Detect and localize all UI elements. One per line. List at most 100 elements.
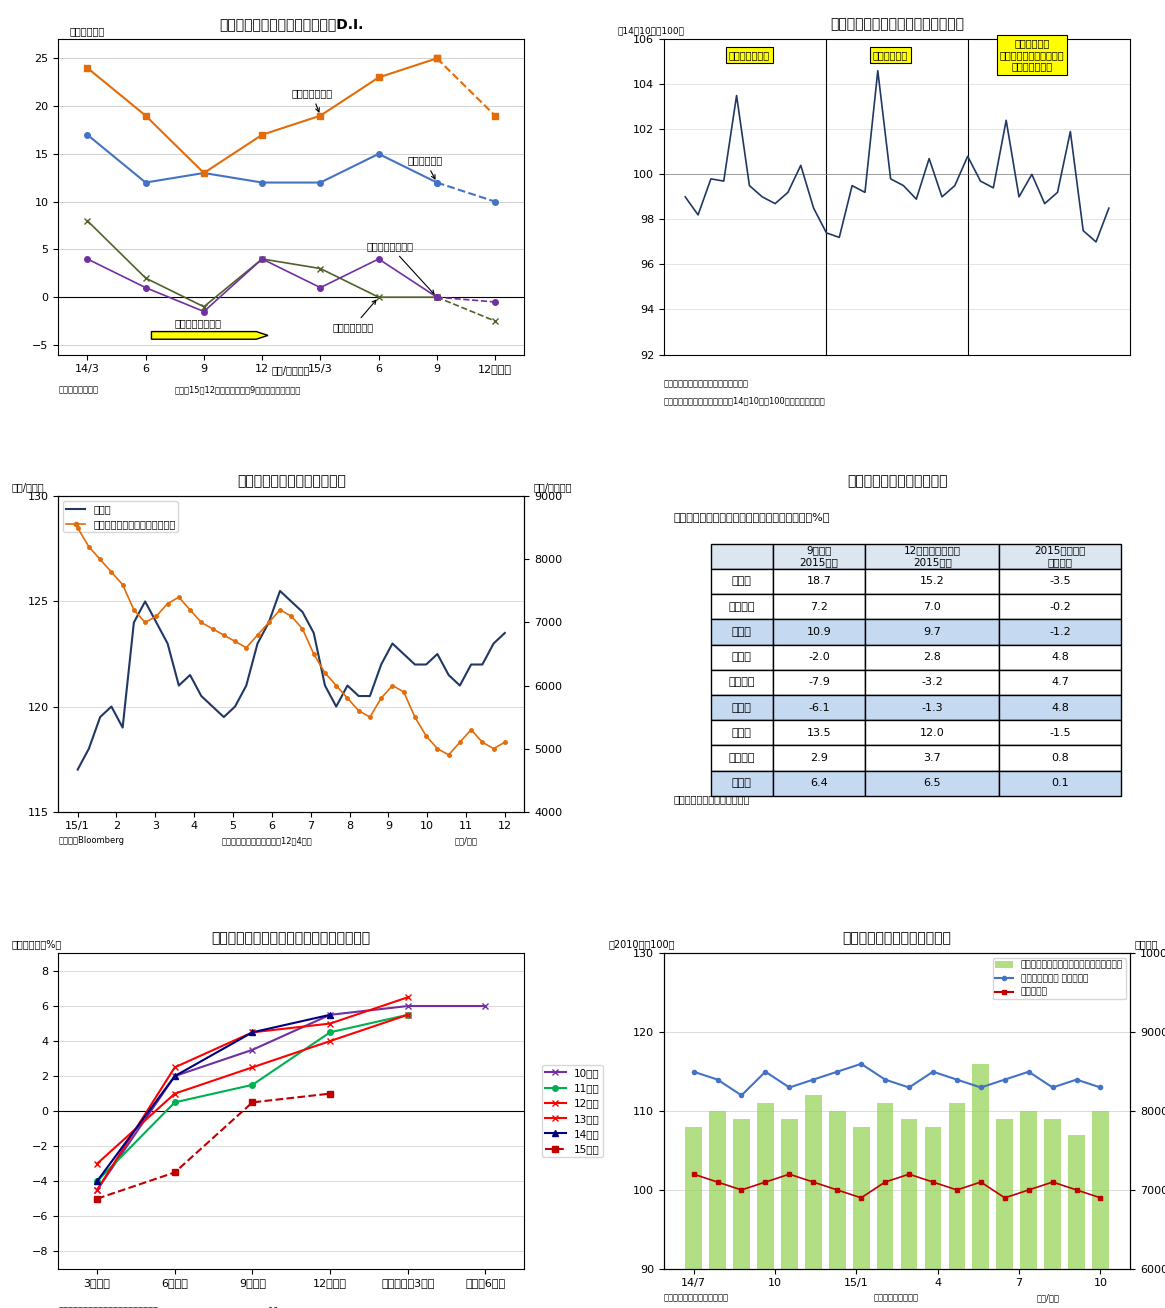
- ドル円: [352, 688, 366, 704]
- ドバイ原油（円換算後、右軸）: [82, 539, 96, 555]
- ドル円: [161, 636, 175, 651]
- ドル円: [497, 625, 511, 641]
- 15年度: [90, 1190, 104, 1206]
- 建設財出荷: [926, 1175, 940, 1190]
- ドル円: [105, 698, 119, 714]
- ドル円: [183, 667, 197, 683]
- ドル円: [239, 678, 253, 693]
- ドバイ原油（円換算後、右軸）: [497, 734, 511, 749]
- Bar: [709, 1110, 726, 1308]
- ドル円: [228, 698, 242, 714]
- Bar: [1092, 1110, 1109, 1308]
- Text: （資料）Bloomberg: （資料）Bloomberg: [58, 836, 125, 845]
- Line: 資本財出荷（除 輸送機械）: 資本財出荷（除 輸送機械）: [692, 1062, 1102, 1097]
- ドバイ原油（円換算後、右軸）: [386, 678, 400, 693]
- ドル円: [71, 761, 85, 777]
- Legend: 10年度, 11年度, 12年度, 13年度, 14年度, 15年度: 10年度, 11年度, 12年度, 13年度, 14年度, 15年度: [542, 1065, 603, 1158]
- ドバイ原油（円換算後、右軸）: [195, 615, 209, 630]
- 建設財出荷: [1046, 1175, 1060, 1190]
- Text: （2010年＝100）: （2010年＝100）: [608, 939, 675, 950]
- ドル円: [273, 583, 287, 599]
- ドル円: [419, 657, 433, 672]
- 15年度: [168, 1164, 182, 1180]
- 12年度: [90, 1156, 104, 1172]
- 資本財出荷（除 輸送機械）: [974, 1079, 988, 1095]
- ドル円: [284, 594, 298, 610]
- ドル円: [250, 636, 264, 651]
- Bar: [973, 1063, 989, 1308]
- Bar: [877, 1103, 894, 1308]
- ドル円: [127, 615, 141, 630]
- ドル円: [205, 698, 219, 714]
- ドル円: [442, 667, 456, 683]
- 11年度: [246, 1076, 260, 1092]
- ドバイ原油（円換算後、右軸）: [330, 678, 344, 693]
- ドル円: [464, 657, 478, 672]
- 資本財出荷（除 輸送機械）: [831, 1063, 845, 1079]
- Text: （注）09年度以降はリース会計対応ベース: （注）09年度以降はリース会計対応ベース: [254, 1305, 354, 1308]
- 建設財出荷: [758, 1175, 772, 1190]
- ドバイ原油（円換算後、右軸）: [71, 521, 85, 536]
- ドバイ原油（円換算後、右軸）: [340, 691, 354, 706]
- 資本財出荷（除 輸送機械）: [1069, 1071, 1083, 1087]
- ドバイ原油（円換算後、右軸）: [306, 646, 320, 662]
- Text: （注）リース会計対応ベース: （注）リース会計対応ベース: [673, 794, 750, 804]
- Text: （14年10月＝100）: （14年10月＝100）: [617, 26, 685, 35]
- Bar: [1021, 1110, 1037, 1308]
- 建設財出荷: [949, 1182, 963, 1198]
- Text: 設備投資額（含む土地投資額）　（前年度比：%）: 設備投資額（含む土地投資額） （前年度比：%）: [673, 513, 829, 522]
- ドル円: [386, 636, 400, 651]
- Title: （図表５）設備投資予測表: （図表５）設備投資予測表: [847, 475, 947, 488]
- ドバイ原油（円換算後、右軸）: [161, 595, 175, 611]
- 建設財出荷: [902, 1167, 916, 1182]
- Bar: [901, 1120, 917, 1308]
- Bar: [996, 1120, 1014, 1308]
- ドバイ原油（円換算後、右軸）: [228, 633, 242, 649]
- 資本財出荷（除 輸送機械）: [902, 1079, 916, 1095]
- 建設財出荷: [878, 1175, 892, 1190]
- 14年度: [90, 1173, 104, 1189]
- Text: （資料）日本銀行: （資料）日本銀行: [58, 386, 98, 394]
- Text: （円/ドル）: （円/ドル）: [12, 483, 44, 492]
- ドル円: [82, 740, 96, 756]
- ドバイ原油（円換算後、右軸）: [453, 734, 467, 749]
- ドバイ原油（円換算後、右軸）: [149, 608, 163, 624]
- 建設財出荷: [686, 1167, 700, 1182]
- Line: 14年度: 14年度: [94, 1012, 333, 1184]
- Text: （注）各週次終値（直近は12月4日）: （注）各週次終値（直近は12月4日）: [221, 836, 312, 845]
- Title: （図表６）設備投資計画（全規模全産業）: （図表６）設備投資計画（全規模全産業）: [212, 931, 370, 946]
- Text: （対前年比、%）: （対前年比、%）: [12, 939, 62, 950]
- 10年度: [90, 1182, 104, 1198]
- 建設財出荷: [1022, 1182, 1036, 1198]
- ドバイ原油（円換算後、右軸）: [363, 709, 377, 725]
- ドバイ原油（円換算後、右軸）: [205, 621, 219, 637]
- ドル円: [453, 678, 467, 693]
- 12年度: [246, 1059, 260, 1075]
- 建設財出荷: [997, 1190, 1011, 1206]
- ドバイ原油（円換算後、右軸）: [464, 722, 478, 738]
- Text: （注）各指数（季節調整値）を14年10月を100とする指数に換算: （注）各指数（季節調整値）を14年10月を100とする指数に換算: [664, 396, 826, 405]
- Line: 13年度: 13年度: [94, 994, 410, 1193]
- 12年度: [401, 1007, 415, 1023]
- Text: （注）季節調整済み: （注）季節調整済み: [874, 1294, 919, 1303]
- 11年度: [401, 1007, 415, 1023]
- ドル円: [396, 646, 410, 662]
- ドル円: [296, 604, 310, 620]
- Text: （年/月調査）: （年/月調査）: [271, 366, 311, 375]
- Bar: [733, 1120, 750, 1308]
- 建設財出荷: [974, 1175, 988, 1190]
- Text: （資料）日本銀行『企業短期経済観測調査』: （資料）日本銀行『企業短期経済観測調査』: [58, 1305, 158, 1308]
- 建設財出荷: [1069, 1182, 1083, 1198]
- Title: （図表２）前回までの業況判断D.I.: （図表２）前回までの業況判断D.I.: [219, 17, 363, 31]
- Text: 中小企業製造業: 中小企業製造業: [332, 301, 376, 332]
- ドル円: [430, 646, 444, 662]
- 10年度: [168, 1069, 182, 1084]
- Line: 建設財出荷: 建設財出荷: [692, 1172, 1102, 1199]
- ドル円: [306, 625, 320, 641]
- 11年度: [323, 1024, 337, 1040]
- ドバイ原油（円換算後、右軸）: [396, 684, 410, 700]
- Legend: ドル円, ドバイ原油（円換算後、右軸）: ドル円, ドバイ原油（円換算後、右軸）: [63, 501, 178, 532]
- ドバイ原油（円換算後、右軸）: [442, 747, 456, 763]
- ドバイ原油（円換算後、右軸）: [487, 740, 501, 756]
- 10年度: [479, 998, 493, 1014]
